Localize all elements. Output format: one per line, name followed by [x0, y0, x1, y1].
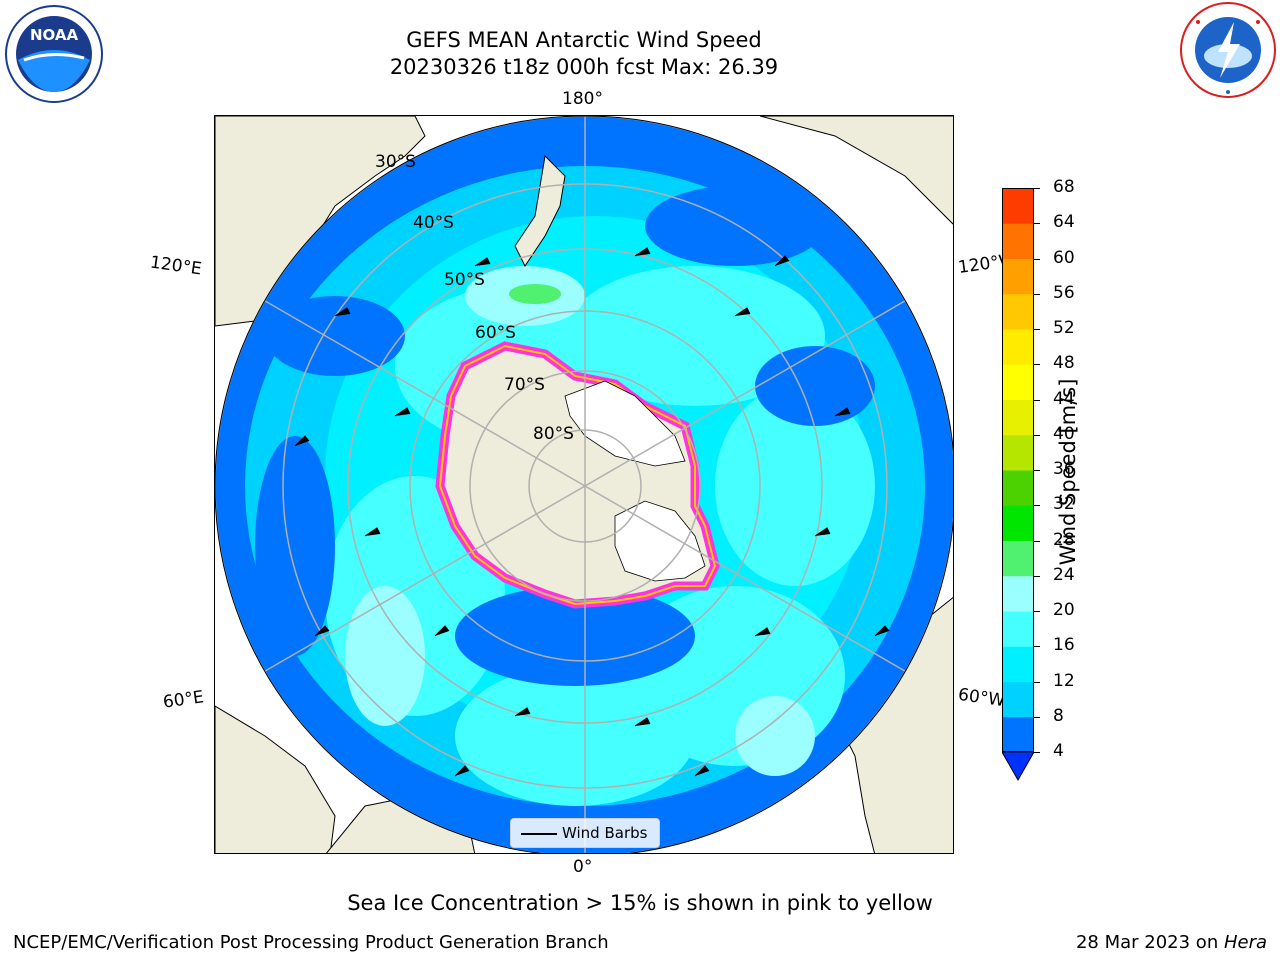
colorbar-bin — [1002, 188, 1034, 224]
wind-barbs — [294, 247, 890, 777]
colorbar-tick-mark — [1034, 752, 1040, 753]
lat-label-40s: 40°S — [413, 213, 454, 233]
nws-logo — [1178, 0, 1278, 100]
legend-label: Wind Barbs — [562, 824, 648, 842]
footer-left: NCEP/EMC/Verification Post Processing Pr… — [13, 932, 609, 953]
colorbar-tick-label: 60 — [1053, 247, 1075, 268]
lon-label-60e: 60°E — [161, 687, 206, 713]
colorbar-outline — [1002, 188, 1034, 752]
meridians — [215, 116, 953, 853]
colorbar-tick-label: 24 — [1053, 564, 1075, 585]
colorbar — [1001, 188, 1035, 783]
colorbar-tick-label: 12 — [1053, 670, 1075, 691]
lat-label-60s: 60°S — [475, 323, 516, 343]
legend-line-swatch — [521, 833, 557, 835]
lon-label-120e: 120°E — [148, 252, 203, 280]
colorbar-tick-mark — [1034, 611, 1040, 612]
colorbar-tick-label: 28 — [1053, 529, 1075, 550]
colorbar-bin — [1002, 540, 1034, 577]
colorbar-bin — [1002, 258, 1034, 295]
lat-label-50s: 50°S — [444, 270, 485, 290]
lon-label-60w: 60°W — [956, 684, 1007, 712]
colorbar-tick-mark — [1034, 364, 1040, 366]
colorbar-bin — [1002, 329, 1034, 365]
map-canvas — [215, 116, 953, 853]
colorbar-tick-label: 36 — [1053, 459, 1075, 479]
colorbar-bin — [1002, 681, 1034, 718]
colorbar-bin — [1002, 470, 1034, 506]
colorbar-tick-mark — [1034, 329, 1040, 330]
colorbar-extend-arrow — [1001, 751, 1035, 782]
colorbar-bin — [1002, 505, 1034, 541]
map-subtitle: 20230326 t18z 000h fcst Max: 26.39 — [389, 55, 779, 79]
colorbar-tick-mark — [1034, 681, 1040, 683]
colorbar-bin — [1002, 716, 1034, 753]
lat-label-30s: 30°S — [375, 152, 416, 172]
colorbar-tick-mark — [1034, 399, 1040, 401]
lon-label-180: 180° — [562, 89, 603, 109]
weddell-ice-shelf — [614, 500, 706, 582]
colorbar-tick-mark — [1034, 470, 1040, 471]
colorbar-bin — [1002, 293, 1034, 330]
colorbar-tick-mark — [1034, 293, 1040, 295]
map-legend: Wind Barbs — [510, 818, 660, 848]
colorbar-tick-label: 16 — [1053, 635, 1075, 656]
lat-label-70s: 70°S — [504, 375, 545, 395]
colorbar-bin — [1002, 399, 1034, 436]
colorbar-bin — [1002, 575, 1034, 612]
colorbar-tick-label: 68 — [1053, 177, 1075, 197]
colorbar-tick-label: 40 — [1053, 423, 1075, 444]
colorbar-tick-mark — [1034, 223, 1040, 225]
colorbar-tick-label: 44 — [1053, 388, 1075, 409]
colorbar-tick-label: 64 — [1053, 212, 1075, 233]
colorbar-tick-label: 8 — [1053, 705, 1064, 726]
colorbar-graphic — [1001, 188, 1035, 782]
colorbar-tick-mark — [1034, 646, 1040, 648]
colorbar-tick-label: 52 — [1053, 318, 1075, 338]
colorbar-tick-mark — [1034, 434, 1040, 436]
colorbar-tick-label: 32 — [1053, 494, 1075, 515]
noaa-logo-text: NOAA — [30, 26, 79, 44]
footer-date: 28 Mar 2023 on — [1075, 932, 1224, 953]
colorbar-tick-label: 20 — [1053, 600, 1075, 620]
colorbar-tick-mark — [1034, 505, 1040, 507]
colorbar-label: Wind Speed [m/s] — [1056, 378, 1080, 566]
colorbar-tick-label: 56 — [1053, 282, 1075, 303]
colorbar-tick-mark — [1034, 188, 1040, 189]
colorbar-bin — [1002, 434, 1034, 471]
footer-machine: Hera — [1223, 932, 1267, 953]
colorbar-tick-label: 48 — [1053, 353, 1075, 374]
colorbar-bin — [1002, 611, 1034, 647]
colorbar-bin — [1002, 364, 1034, 400]
colorbar-tick-mark — [1034, 540, 1040, 542]
colorbar-bin — [1002, 223, 1034, 259]
map-frame — [214, 115, 954, 854]
footer-right: 28 Mar 2023 on Hera — [1076, 932, 1267, 953]
sea-ice-caption: Sea Ice Concentration > 15% is shown in … — [347, 891, 933, 915]
lon-label-0: 0° — [573, 857, 593, 877]
lat-label-80s: 80°S — [533, 424, 574, 444]
colorbar-tick-mark — [1034, 258, 1040, 260]
new-zealand — [514, 154, 566, 267]
colorbar-tick-mark — [1034, 716, 1040, 718]
colorbar-tick-mark — [1034, 575, 1040, 577]
noaa-logo: NOAA — [4, 4, 104, 104]
colorbar-tick-label: 4 — [1053, 741, 1064, 761]
map-title: GEFS MEAN Antarctic Wind Speed — [406, 28, 762, 52]
colorbar-bin — [1002, 646, 1034, 682]
